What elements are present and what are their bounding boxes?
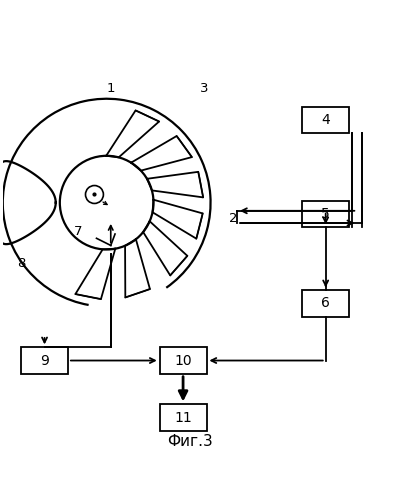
Text: 4: 4 — [321, 113, 330, 127]
Text: 8: 8 — [17, 257, 25, 270]
Text: 2: 2 — [229, 213, 237, 226]
Text: Фиг.3: Фиг.3 — [167, 434, 213, 449]
Text: 10: 10 — [174, 353, 192, 368]
Text: 7: 7 — [74, 225, 83, 238]
Text: 11: 11 — [174, 411, 192, 425]
Text: 6: 6 — [321, 296, 330, 310]
FancyBboxPatch shape — [302, 107, 349, 133]
Text: 1: 1 — [107, 82, 115, 95]
Text: 9: 9 — [40, 353, 49, 368]
FancyBboxPatch shape — [21, 347, 68, 374]
Circle shape — [60, 156, 154, 250]
Text: 5: 5 — [321, 207, 330, 221]
FancyBboxPatch shape — [160, 404, 206, 431]
Text: 3: 3 — [200, 82, 209, 95]
FancyBboxPatch shape — [160, 347, 206, 374]
FancyBboxPatch shape — [302, 290, 349, 317]
FancyBboxPatch shape — [302, 201, 349, 227]
